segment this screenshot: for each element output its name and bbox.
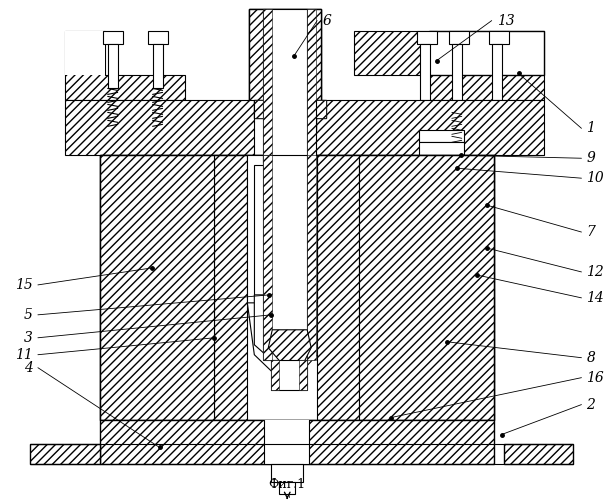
Text: 16: 16 xyxy=(586,370,604,384)
Polygon shape xyxy=(30,444,100,464)
Polygon shape xyxy=(304,8,321,104)
Polygon shape xyxy=(254,295,310,368)
Text: 3: 3 xyxy=(24,331,33,345)
Polygon shape xyxy=(100,156,493,420)
Polygon shape xyxy=(254,165,310,295)
Polygon shape xyxy=(307,8,316,163)
Polygon shape xyxy=(263,156,307,360)
Polygon shape xyxy=(271,360,307,390)
Polygon shape xyxy=(249,8,321,104)
Polygon shape xyxy=(419,142,464,156)
Polygon shape xyxy=(65,30,105,76)
Text: Фиг.1: Фиг.1 xyxy=(269,478,306,492)
Polygon shape xyxy=(254,100,264,118)
Polygon shape xyxy=(263,156,273,360)
Text: 11: 11 xyxy=(15,348,33,362)
Polygon shape xyxy=(268,330,311,362)
Polygon shape xyxy=(65,100,543,156)
Text: 7: 7 xyxy=(586,225,595,239)
Polygon shape xyxy=(316,100,326,118)
Polygon shape xyxy=(492,44,501,100)
Polygon shape xyxy=(103,30,123,44)
Polygon shape xyxy=(299,360,307,390)
Polygon shape xyxy=(152,44,163,88)
Text: 4: 4 xyxy=(24,360,33,374)
Polygon shape xyxy=(214,156,247,420)
Polygon shape xyxy=(279,482,295,494)
Text: 6: 6 xyxy=(322,14,331,28)
Text: 1: 1 xyxy=(586,122,595,136)
Polygon shape xyxy=(354,30,543,100)
Text: 5: 5 xyxy=(24,308,33,322)
Polygon shape xyxy=(271,464,304,482)
Polygon shape xyxy=(214,156,359,420)
Polygon shape xyxy=(504,444,574,464)
Text: 13: 13 xyxy=(497,14,515,28)
Text: 9: 9 xyxy=(586,151,595,165)
Text: 2: 2 xyxy=(586,398,595,411)
Polygon shape xyxy=(254,100,326,130)
Polygon shape xyxy=(420,44,430,100)
Polygon shape xyxy=(271,360,279,390)
Polygon shape xyxy=(100,420,493,465)
Polygon shape xyxy=(249,8,266,104)
Polygon shape xyxy=(452,44,462,100)
Polygon shape xyxy=(254,100,316,156)
Polygon shape xyxy=(65,30,185,100)
Text: 10: 10 xyxy=(586,171,604,185)
Text: 15: 15 xyxy=(15,278,33,292)
Polygon shape xyxy=(263,8,273,163)
Polygon shape xyxy=(317,156,359,420)
Polygon shape xyxy=(429,30,543,76)
Polygon shape xyxy=(100,156,214,420)
Polygon shape xyxy=(417,30,437,44)
Polygon shape xyxy=(247,303,317,380)
Polygon shape xyxy=(307,156,316,360)
Polygon shape xyxy=(247,156,317,303)
Polygon shape xyxy=(270,240,295,280)
Text: 8: 8 xyxy=(586,350,595,364)
Text: 12: 12 xyxy=(586,265,604,279)
Polygon shape xyxy=(264,420,309,465)
Polygon shape xyxy=(107,44,118,88)
Polygon shape xyxy=(449,30,469,44)
Polygon shape xyxy=(419,130,464,142)
Polygon shape xyxy=(489,30,509,44)
Polygon shape xyxy=(263,8,307,163)
Polygon shape xyxy=(264,118,316,130)
Text: 14: 14 xyxy=(586,291,604,305)
Polygon shape xyxy=(359,156,493,420)
Polygon shape xyxy=(148,30,168,44)
